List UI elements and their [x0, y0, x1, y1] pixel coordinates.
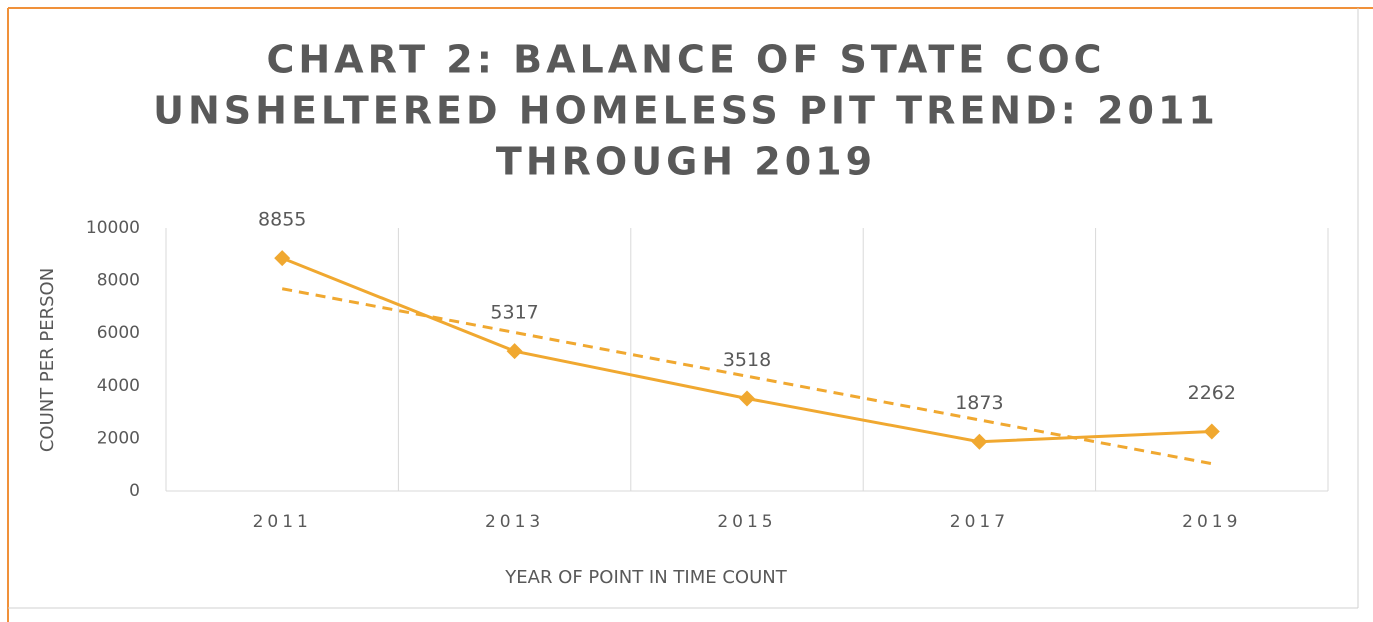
y-tick-label: 0	[129, 481, 140, 501]
data-label: 5317	[490, 302, 538, 324]
data-point	[739, 390, 755, 407]
chart-title: CHART 2: BALANCE OF STATE COC	[266, 38, 1105, 82]
x-tick-label: 2019	[1182, 512, 1241, 532]
trendline	[281, 287, 1213, 466]
data-label: 1873	[955, 392, 1003, 414]
y-tick-label: 4000	[97, 376, 140, 396]
y-tick-label: 2000	[97, 428, 140, 448]
x-axis-label: YEAR OF POINT IN TIME COUNT	[504, 567, 787, 588]
data-point	[274, 250, 291, 267]
data-label: 8855	[258, 209, 306, 231]
chart-title: UNSHELTERED HOMELESS PIT TREND: 2011	[153, 89, 1219, 133]
data-point	[1203, 423, 1220, 440]
y-tick-label: 8000	[97, 271, 140, 291]
y-tick-label: 10000	[86, 218, 140, 238]
data-point	[971, 433, 988, 450]
x-tick-label: 2015	[717, 512, 776, 532]
y-axis-label: COUNT PER PERSON	[37, 268, 58, 452]
x-tick-label: 2011	[253, 512, 312, 532]
chart-title: THROUGH 2019	[496, 140, 876, 184]
data-label: 3518	[723, 349, 771, 371]
y-tick-label: 6000	[97, 323, 140, 343]
data-label: 2262	[1188, 382, 1236, 404]
data-point	[506, 343, 523, 360]
x-tick-label: 2017	[950, 512, 1009, 532]
x-tick-label: 2013	[485, 512, 544, 532]
